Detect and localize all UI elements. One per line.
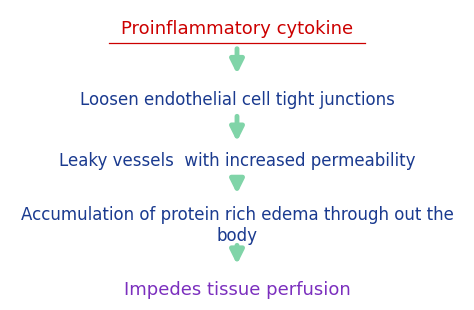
- Text: Proinflammatory cytokine: Proinflammatory cytokine: [121, 20, 353, 38]
- Text: Loosen endothelial cell tight junctions: Loosen endothelial cell tight junctions: [80, 91, 394, 109]
- Text: Accumulation of protein rich edema through out the
body: Accumulation of protein rich edema throu…: [20, 206, 454, 245]
- Text: Impedes tissue perfusion: Impedes tissue perfusion: [124, 281, 350, 299]
- Text: Leaky vessels  with increased permeability: Leaky vessels with increased permeabilit…: [59, 152, 415, 170]
